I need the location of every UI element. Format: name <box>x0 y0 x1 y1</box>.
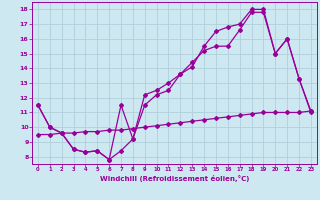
X-axis label: Windchill (Refroidissement éolien,°C): Windchill (Refroidissement éolien,°C) <box>100 175 249 182</box>
